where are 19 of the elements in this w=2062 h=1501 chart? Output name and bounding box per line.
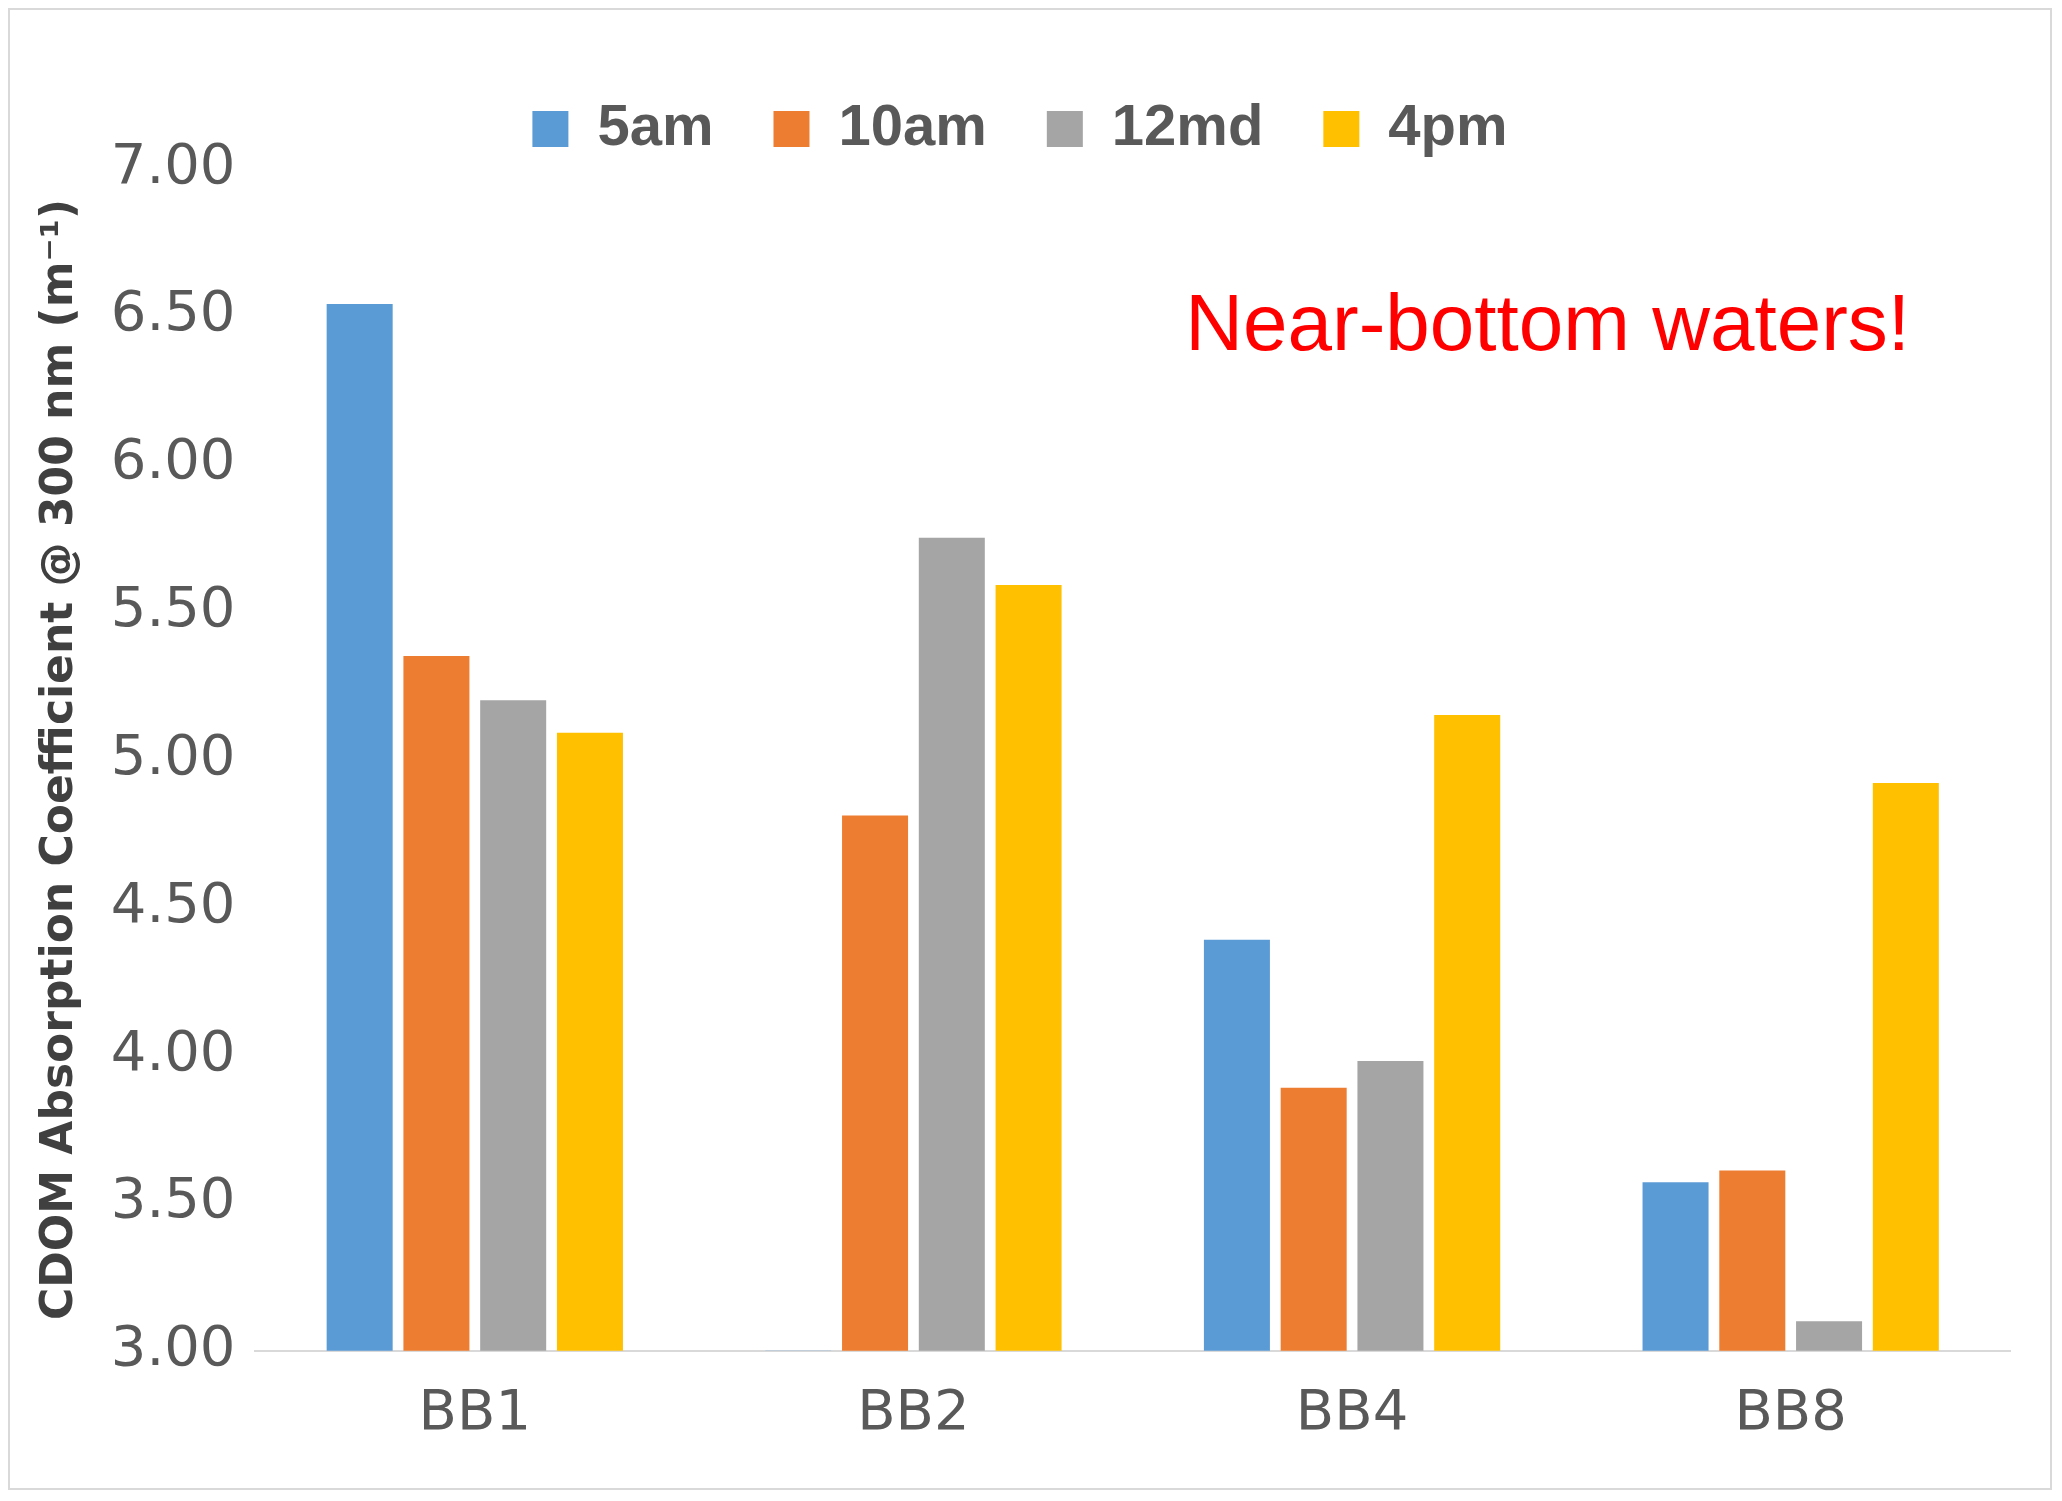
x-tick-label: BB1 <box>418 1376 532 1442</box>
y-tick-label: 3.50 <box>110 1165 236 1231</box>
y-tick-label: 7.00 <box>110 130 236 196</box>
x-tick-label: BB4 <box>1295 1376 1409 1442</box>
x-tick-label: BB2 <box>857 1376 970 1442</box>
y-tick-label: 5.50 <box>110 574 236 640</box>
legend-label: 10am <box>838 92 987 157</box>
legend-label: 5am <box>597 92 714 157</box>
y-tick-label: 5.00 <box>110 721 236 787</box>
y-axis-title: CDOM Absorption Coefficient @ 300 nm (m⁻¹) <box>30 198 82 1320</box>
y-tick-label: 4.00 <box>110 1017 236 1083</box>
y-tick-label: 6.00 <box>110 426 236 492</box>
y-tick-label: 4.50 <box>110 869 236 935</box>
legend-label: 4pm <box>1388 92 1508 157</box>
y-tick-label: 6.50 <box>110 278 236 344</box>
x-tick-label: BB8 <box>1734 1376 1847 1442</box>
y-tick-label: 3.00 <box>110 1313 236 1379</box>
annotation: Near-bottom waters! <box>1185 278 1910 368</box>
legend-label: 12md <box>1111 92 1264 157</box>
